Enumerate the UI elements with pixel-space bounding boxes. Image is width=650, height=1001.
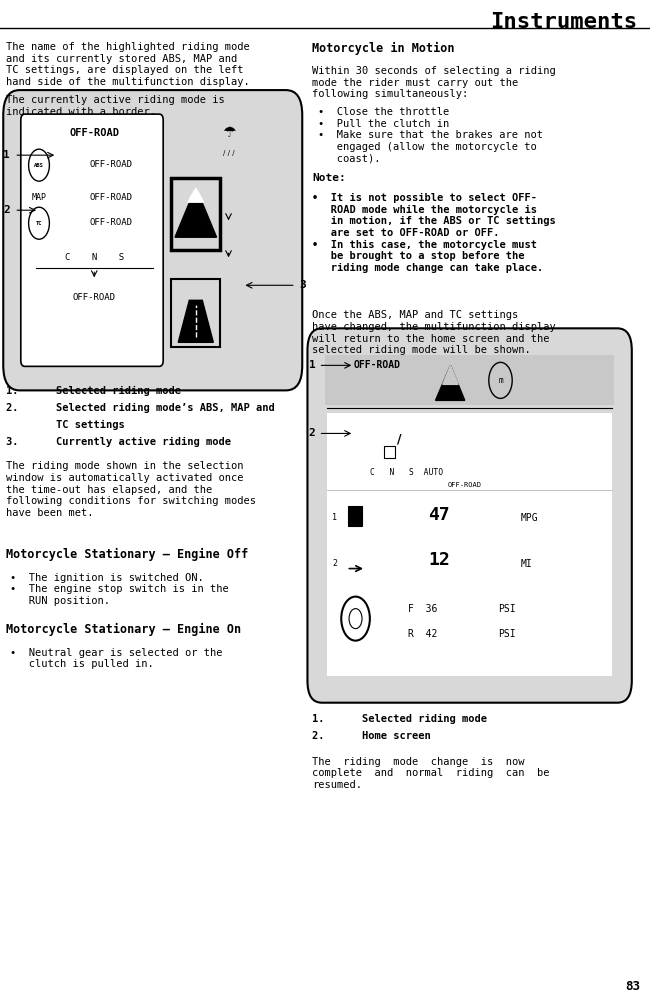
Text: ABS: ABS <box>34 163 44 167</box>
Text: •  It is not possible to select OFF-
   ROAD mode while the motorcycle is
   in : • It is not possible to select OFF- ROAD… <box>312 193 556 273</box>
Text: Motorcycle Stationary – Engine On: Motorcycle Stationary – Engine On <box>6 623 242 636</box>
Text: OFF-ROAD: OFF-ROAD <box>70 128 119 138</box>
Text: R  42: R 42 <box>408 629 437 639</box>
Text: The  riding  mode  change  is  now
complete  and  normal  riding  can  be
resume: The riding mode change is now complete a… <box>312 757 549 790</box>
Bar <box>171 178 220 250</box>
Bar <box>171 279 220 347</box>
Text: OFF-ROAD: OFF-ROAD <box>448 482 482 488</box>
Text: The currently active riding mode is
indicated with a border.: The currently active riding mode is indi… <box>6 95 226 117</box>
Text: 83: 83 <box>625 980 640 993</box>
Bar <box>325 355 614 405</box>
Text: m: m <box>498 376 503 384</box>
Text: The name of the highlighted riding mode
and its currently stored ABS, MAP and
TC: The name of the highlighted riding mode … <box>6 42 250 87</box>
Text: Once the ABS, MAP and TC settings
have changed, the multifunction display
will r: Once the ABS, MAP and TC settings have c… <box>312 310 556 355</box>
Polygon shape <box>175 187 216 237</box>
Text: 1: 1 <box>332 513 337 522</box>
Text: Within 30 seconds of selecting a riding
mode the rider must carry out the
follow: Within 30 seconds of selecting a riding … <box>312 66 556 99</box>
FancyBboxPatch shape <box>21 114 163 366</box>
Text: 2.      Selected riding mode’s ABS, MAP and: 2. Selected riding mode’s ABS, MAP and <box>6 403 275 413</box>
Text: ☂: ☂ <box>222 125 235 140</box>
Text: OFF-ROAD: OFF-ROAD <box>73 293 116 302</box>
Text: MI: MI <box>521 559 532 569</box>
FancyBboxPatch shape <box>307 328 632 703</box>
Text: 1.      Selected riding mode: 1. Selected riding mode <box>312 714 487 724</box>
Polygon shape <box>436 365 465 400</box>
Text: Note:: Note: <box>312 173 346 183</box>
Polygon shape <box>188 187 203 202</box>
Text: MPG: MPG <box>521 513 539 523</box>
Text: m: m <box>200 207 205 215</box>
Text: C    N    S: C N S <box>65 253 124 262</box>
Text: OFF-ROAD: OFF-ROAD <box>89 218 132 227</box>
Text: •  The ignition is switched ON.
•  The engine stop switch is in the
   RUN posit: • The ignition is switched ON. • The eng… <box>10 573 229 606</box>
Text: C   N   S  AUTO: C N S AUTO <box>370 468 443 477</box>
Text: OFF-ROAD: OFF-ROAD <box>89 193 132 202</box>
Text: / / /: / / / <box>223 150 235 156</box>
Text: The riding mode shown in the selection
window is automatically activated once
th: The riding mode shown in the selection w… <box>6 461 257 518</box>
Text: /: / <box>397 432 402 445</box>
Text: Motorcycle Stationary – Engine Off: Motorcycle Stationary – Engine Off <box>6 548 249 561</box>
Polygon shape <box>443 365 458 384</box>
Bar <box>348 506 362 526</box>
Text: TC: TC <box>36 221 42 225</box>
Text: 2: 2 <box>332 559 337 568</box>
Text: 3.      Currently active riding mode: 3. Currently active riding mode <box>6 437 231 447</box>
Text: 1: 1 <box>3 150 10 160</box>
Text: 2: 2 <box>3 205 10 215</box>
Text: 1.      Selected riding mode: 1. Selected riding mode <box>6 386 181 396</box>
Text: •  Close the throttle
•  Pull the clutch in
•  Make sure that the brakes are not: • Close the throttle • Pull the clutch i… <box>318 107 543 163</box>
Bar <box>384 446 395 458</box>
Polygon shape <box>178 300 213 342</box>
Text: 1: 1 <box>309 360 315 370</box>
Text: •  Neutral gear is selected or the
   clutch is pulled in.: • Neutral gear is selected or the clutch… <box>10 648 222 670</box>
Bar <box>327 413 612 676</box>
Text: 47: 47 <box>428 506 450 524</box>
Text: F  36: F 36 <box>408 604 437 614</box>
Text: OFF-ROAD: OFF-ROAD <box>354 360 400 370</box>
Text: PSI: PSI <box>498 604 516 614</box>
Text: Instruments: Instruments <box>490 12 637 32</box>
Text: Motorcycle in Motion: Motorcycle in Motion <box>312 42 454 55</box>
Text: PSI: PSI <box>498 629 516 639</box>
Text: MAP: MAP <box>31 193 47 202</box>
Text: 2: 2 <box>309 428 315 438</box>
FancyBboxPatch shape <box>3 90 302 390</box>
Text: OFF-ROAD: OFF-ROAD <box>89 160 132 169</box>
Text: 2.      Home screen: 2. Home screen <box>312 731 431 741</box>
Text: 3: 3 <box>299 280 305 290</box>
Text: 12: 12 <box>428 551 450 569</box>
Text: TC settings: TC settings <box>6 420 125 430</box>
